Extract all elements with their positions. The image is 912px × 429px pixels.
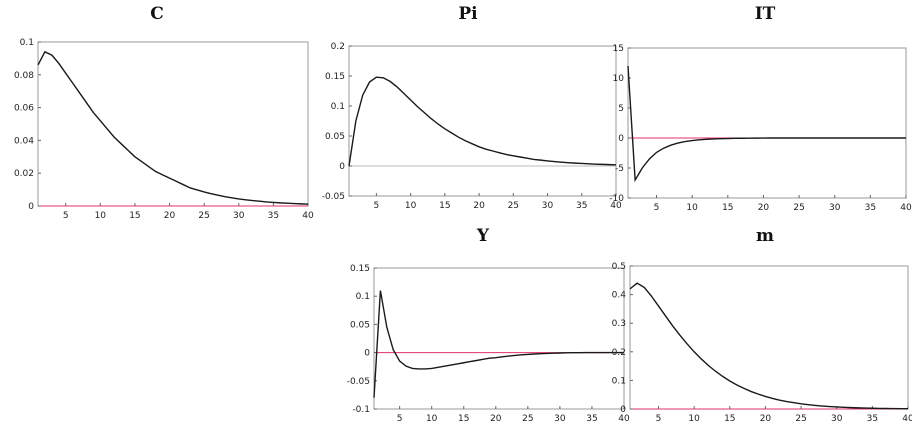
chart-plot: 5 10 15 20 25 30 35 40 -0.05 0 0.05 0.1 0.15 0.2 [322, 42, 622, 211]
y-tick-label: 0.05 [350, 320, 370, 330]
x-tick-label: 35 [576, 201, 587, 211]
x-tick-label: 10 [95, 211, 107, 221]
y-tick-label: 0.15 [350, 264, 370, 274]
x-tick-label: 15 [439, 201, 450, 211]
x-tick-label: 40 [618, 414, 630, 424]
y-tick-label: 0.2 [331, 42, 345, 52]
x-tick-label: 30 [831, 414, 843, 424]
series-line [627, 65, 906, 183]
x-tick-label: 35 [865, 203, 876, 213]
y-tick-label: 0.1 [20, 38, 34, 48]
x-tick-label: 5 [397, 414, 403, 424]
x-tick-label: 10 [405, 201, 417, 211]
y-tick-label: 0.5 [612, 262, 626, 272]
chart-title: m [756, 226, 774, 246]
series-line [629, 282, 909, 410]
y-tick-label: -0.1 [352, 405, 370, 415]
x-tick-label: 25 [522, 414, 533, 424]
y-tick-label: -10 [609, 194, 624, 204]
x-tick-label: 35 [867, 414, 878, 424]
x-tick-label: 5 [374, 201, 380, 211]
y-tick-label: -5 [615, 164, 624, 174]
x-tick-label: 40 [902, 414, 912, 424]
x-tick-label: 10 [688, 414, 700, 424]
plot-frame [627, 47, 907, 199]
x-tick-label: 10 [426, 414, 438, 424]
y-tick-label: 0.15 [325, 72, 345, 82]
y-tick-label: 0.08 [14, 71, 34, 81]
chart-panel-m: m 5 10 15 20 25 30 35 40 0 0.1 0.2 0.3 0.4 0.5 [612, 226, 912, 426]
x-tick-label: 25 [508, 201, 519, 211]
x-tick-label: 35 [268, 211, 279, 221]
chart-panel-pi: Pi 5 10 15 20 25 30 35 40 -0.05 0 0.05 0.1 0.15 0.2 [312, 4, 624, 226]
chart-panel-y: Y 5 10 15 20 25 30 35 40 -0.1 -0.05 0 0.05 0.1 0.15 [338, 226, 630, 426]
y-tick-label: 10 [613, 74, 625, 84]
chart-plot: 5 10 15 20 25 30 35 40 0 0.02 0.04 0.06 0.08 0.1 [14, 38, 314, 221]
y-tick-label: 0.1 [356, 292, 370, 302]
y-tick-label: 0 [618, 134, 624, 144]
x-tick-label: 20 [490, 414, 502, 424]
chart-plot: 5 10 15 20 25 30 35 40 -0.1 -0.05 0 0.05 0.1 0.15 [347, 264, 630, 424]
y-tick-label: 0.1 [612, 376, 626, 386]
plot-frame [373, 267, 625, 410]
x-tick-label: 25 [198, 211, 209, 221]
y-tick-label: 0.05 [325, 132, 345, 142]
series-line [348, 76, 617, 167]
y-tick-label: 0.04 [14, 136, 34, 146]
x-tick-label: 30 [829, 203, 841, 213]
y-tick-label: 15 [613, 44, 624, 54]
x-tick-label: 25 [793, 203, 804, 213]
plot-frame [37, 41, 309, 207]
y-tick-label: 0 [28, 202, 34, 212]
x-tick-label: 40 [610, 201, 622, 211]
x-tick-label: 15 [724, 414, 735, 424]
y-tick-label: -0.05 [347, 377, 370, 387]
plot-frame [348, 45, 617, 197]
x-tick-label: 20 [473, 201, 485, 211]
y-tick-label: 0.1 [331, 102, 345, 112]
x-tick-label: 30 [233, 211, 245, 221]
x-tick-label: 15 [458, 414, 469, 424]
chart-title: C [150, 4, 164, 24]
y-tick-label: 0.2 [612, 348, 626, 358]
chart-panel-c: C 5 10 15 20 25 30 35 40 0 0.02 0.04 0.06 0.08 0.1 [0, 4, 314, 226]
x-tick-label: 20 [164, 211, 176, 221]
x-tick-label: 30 [554, 414, 566, 424]
y-tick-label: 0.4 [612, 291, 627, 301]
x-tick-label: 40 [900, 203, 912, 213]
x-tick-label: 40 [302, 211, 314, 221]
x-tick-label: 5 [656, 414, 662, 424]
x-tick-label: 15 [129, 211, 140, 221]
y-tick-label: 0 [364, 349, 370, 359]
y-tick-label: 5 [618, 104, 624, 114]
y-tick-label: 0.02 [14, 169, 34, 179]
x-tick-label: 15 [722, 203, 733, 213]
x-tick-label: 35 [586, 414, 597, 424]
x-tick-label: 5 [63, 211, 69, 221]
x-tick-label: 20 [760, 414, 772, 424]
series-line [373, 290, 624, 398]
y-tick-label: -0.05 [322, 192, 345, 202]
x-tick-label: 5 [654, 203, 660, 213]
y-tick-label: 0 [620, 405, 626, 415]
chart-title: Pi [458, 4, 478, 24]
chart-title: IT [754, 4, 776, 24]
y-tick-label: 0 [339, 162, 345, 172]
chart-panel-it: IT 5 10 15 20 25 30 35 40 -10 -5 0 5 10 15 [609, 4, 912, 226]
x-tick-label: 25 [795, 414, 806, 424]
y-tick-label: 0.06 [14, 104, 34, 114]
chart-title: Y [476, 226, 490, 246]
series-line [37, 50, 309, 205]
x-tick-label: 10 [686, 203, 698, 213]
y-tick-label: 0.3 [612, 319, 626, 329]
plot-frame [629, 265, 909, 410]
x-tick-label: 30 [542, 201, 554, 211]
x-tick-label: 20 [758, 203, 770, 213]
